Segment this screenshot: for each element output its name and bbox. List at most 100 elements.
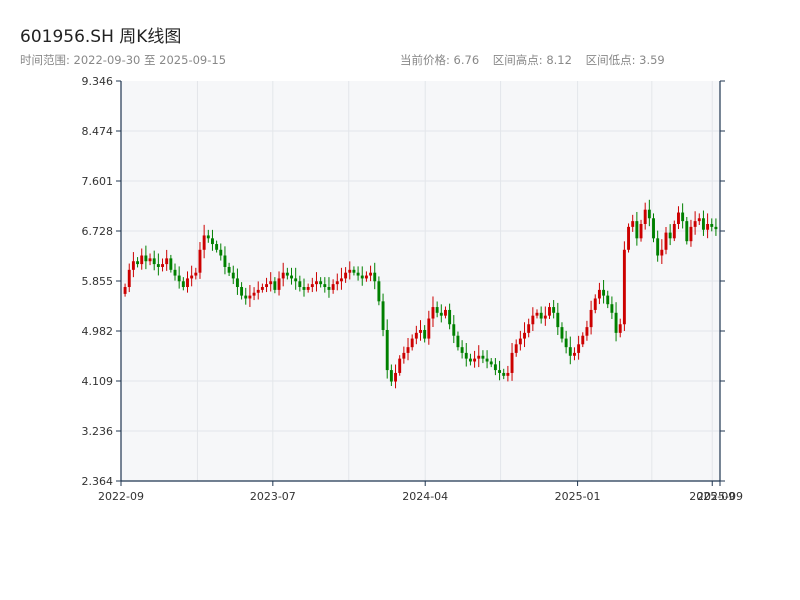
y-tick-label: 8.474 xyxy=(82,125,114,138)
candle xyxy=(181,277,185,291)
candle-body xyxy=(477,355,481,359)
candle-body xyxy=(597,289,601,299)
candle xyxy=(693,211,697,235)
candle-body xyxy=(689,226,693,242)
candle xyxy=(510,343,514,381)
candle-body xyxy=(552,307,556,313)
candle xyxy=(556,302,560,336)
candle-body xyxy=(398,358,402,373)
candle-body xyxy=(389,370,393,382)
candle-body xyxy=(556,312,560,328)
candle-body xyxy=(290,275,293,279)
candle-body xyxy=(190,275,194,279)
candle-body xyxy=(510,352,514,373)
candle-body xyxy=(468,358,472,362)
candle xyxy=(215,240,219,253)
candle xyxy=(664,227,668,255)
candle xyxy=(165,249,169,271)
candle xyxy=(410,334,414,351)
candle xyxy=(456,331,460,351)
candle xyxy=(281,262,285,287)
candle xyxy=(448,303,452,330)
candle-body xyxy=(285,272,289,276)
candle-body xyxy=(527,324,531,333)
candle xyxy=(681,203,685,229)
x-tick-label: 2023-07 xyxy=(250,490,296,503)
candle xyxy=(123,283,127,297)
candle-body xyxy=(435,307,439,313)
candle xyxy=(652,213,655,243)
candle-body xyxy=(244,295,248,299)
candle xyxy=(518,330,522,351)
candle xyxy=(452,315,456,344)
candle-body xyxy=(593,298,597,310)
candle xyxy=(190,265,194,287)
current-price: 当前价格: 6.76 xyxy=(400,53,480,67)
candle-body xyxy=(402,352,406,359)
candle xyxy=(406,338,410,361)
candle xyxy=(381,293,385,337)
candle-body xyxy=(194,272,198,276)
candle xyxy=(298,275,302,292)
candle-body xyxy=(502,372,506,376)
candle-body xyxy=(685,221,689,242)
candle-body xyxy=(410,338,414,348)
candle xyxy=(402,346,406,364)
candle-body xyxy=(335,281,339,285)
candle-body xyxy=(219,249,223,256)
candle xyxy=(577,335,581,360)
candle-body xyxy=(352,269,356,273)
candle-body xyxy=(681,212,685,222)
candle xyxy=(548,302,551,319)
candle-body xyxy=(618,324,622,333)
candle-body xyxy=(339,278,343,282)
candle-body xyxy=(177,275,181,282)
candle xyxy=(714,218,718,236)
candle-body xyxy=(448,309,452,325)
candle-body xyxy=(493,364,497,371)
candle-body xyxy=(543,315,547,319)
candle-body xyxy=(298,281,302,288)
candle-body xyxy=(431,307,435,319)
candle xyxy=(643,202,647,230)
candle-body xyxy=(489,361,493,365)
candle xyxy=(431,296,435,328)
candle xyxy=(235,268,239,295)
candle xyxy=(660,239,664,264)
y-tick-label: 4.982 xyxy=(82,325,114,338)
candle-body xyxy=(131,261,135,270)
candle xyxy=(173,263,177,281)
candle-body xyxy=(373,272,377,282)
candle xyxy=(444,306,447,319)
candle xyxy=(252,287,256,301)
x-tick-label: 2024-04 xyxy=(402,490,448,503)
candle xyxy=(581,332,585,348)
candle-body xyxy=(452,324,456,336)
candle xyxy=(344,267,348,283)
candle xyxy=(689,219,693,247)
candle xyxy=(610,296,614,319)
candle-body xyxy=(140,255,144,265)
candle-body xyxy=(202,235,206,250)
candle-body xyxy=(302,287,306,290)
candle-body xyxy=(568,347,572,356)
candle-body xyxy=(622,249,626,325)
candle xyxy=(460,340,464,359)
candle xyxy=(394,364,397,389)
candle-body xyxy=(265,284,269,288)
candle xyxy=(186,271,189,293)
candle xyxy=(668,224,672,246)
candle xyxy=(177,266,181,289)
candle xyxy=(319,277,323,288)
candle xyxy=(148,253,152,266)
candle-body xyxy=(360,275,364,279)
candle xyxy=(539,306,543,324)
candle-body xyxy=(156,264,160,267)
candle-body xyxy=(252,292,256,296)
candle xyxy=(677,206,680,230)
candle xyxy=(127,263,131,293)
candle xyxy=(206,229,210,243)
candle-body xyxy=(223,255,227,267)
candle xyxy=(614,302,618,342)
